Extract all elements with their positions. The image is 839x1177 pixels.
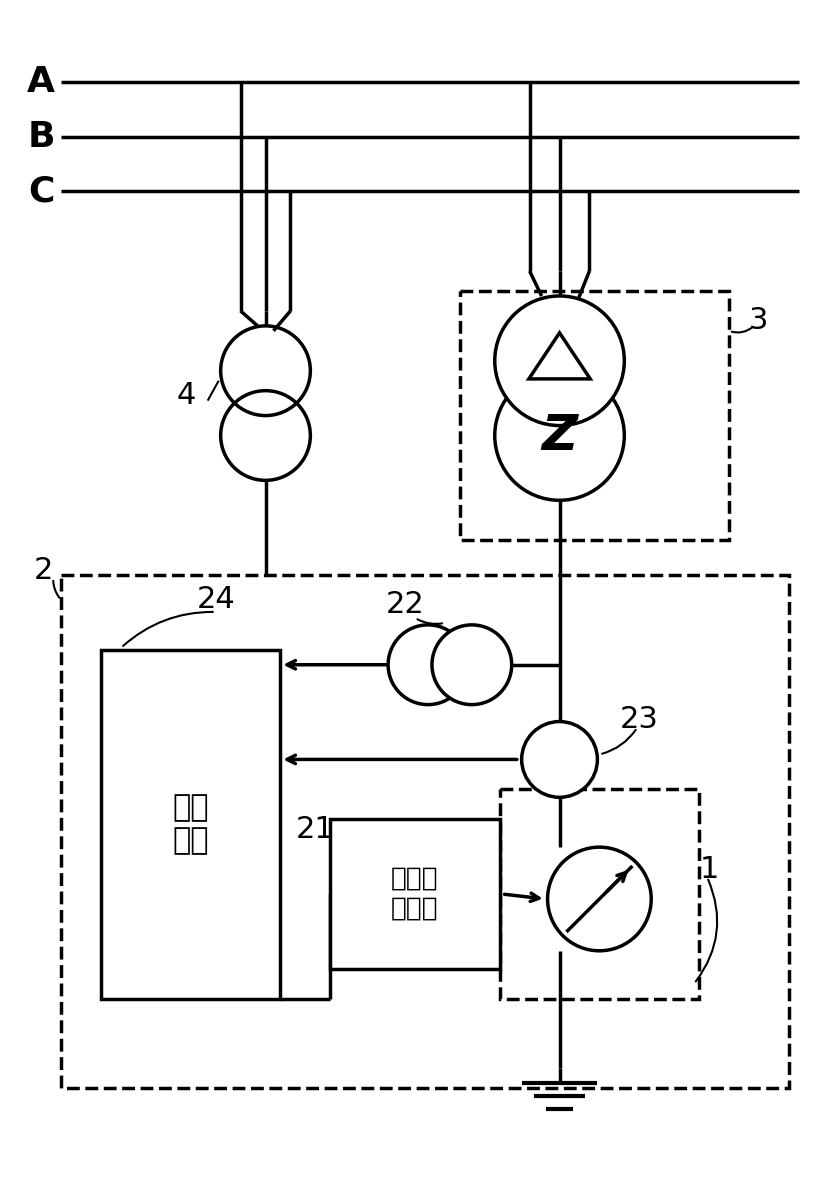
Circle shape [495, 295, 624, 426]
Bar [500, 790, 699, 998]
Bar [460, 291, 729, 540]
Text: 3: 3 [749, 306, 769, 335]
Text: 计算
单元: 计算 单元 [173, 793, 209, 856]
Text: Z: Z [541, 412, 578, 459]
Text: 电流控
制单元: 电流控 制单元 [391, 866, 439, 922]
Text: A: A [27, 65, 55, 99]
Text: B: B [28, 120, 55, 153]
Circle shape [432, 625, 512, 705]
Circle shape [495, 371, 624, 500]
Bar [331, 819, 500, 969]
Text: C: C [28, 174, 55, 208]
Text: 21: 21 [296, 814, 335, 844]
Text: 1: 1 [700, 855, 719, 884]
Text: 4: 4 [176, 381, 195, 410]
Bar [61, 576, 789, 1089]
Text: 2: 2 [34, 556, 53, 585]
Circle shape [388, 625, 468, 705]
Text: 23: 23 [620, 705, 659, 734]
Circle shape [548, 847, 651, 951]
Circle shape [522, 722, 597, 797]
Text: 22: 22 [386, 591, 425, 619]
Text: 24: 24 [196, 585, 235, 614]
Bar [101, 650, 280, 998]
